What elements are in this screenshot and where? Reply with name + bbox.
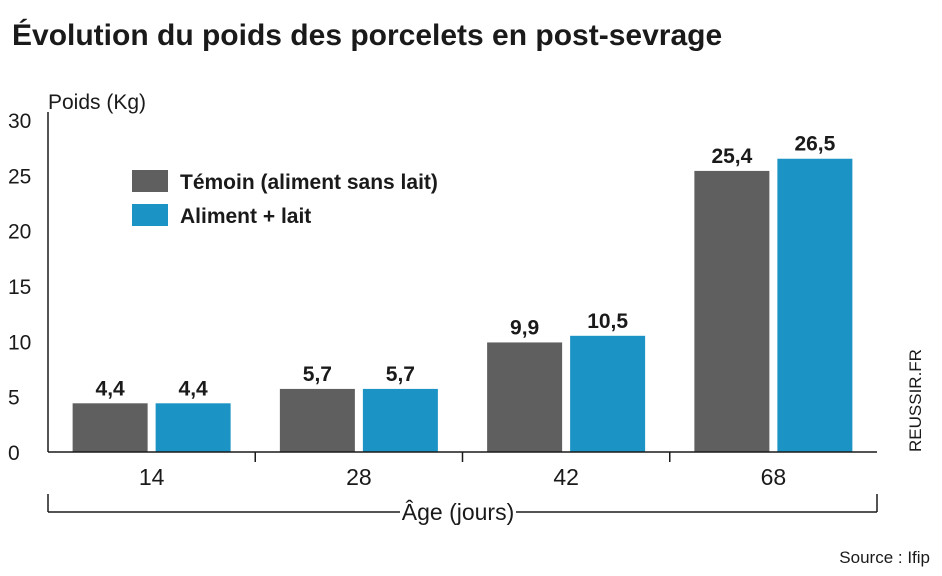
y-tick-label: 10 — [8, 331, 31, 354]
y-tick-label: 0 — [8, 442, 20, 465]
bar — [487, 342, 563, 452]
bar — [155, 403, 231, 452]
x-tick-label: 14 — [139, 464, 165, 490]
legend-swatch-aliment-lait — [132, 204, 168, 226]
legend-swatch-temoin — [132, 170, 168, 192]
bar — [694, 170, 770, 452]
bar-value-label: 9,9 — [510, 316, 539, 339]
y-tick-label: 15 — [8, 276, 31, 299]
x-tick-label: 28 — [346, 464, 372, 490]
bar — [362, 388, 438, 452]
credit-text: REUSSIR.FR — [906, 349, 925, 452]
bar — [279, 388, 355, 452]
y-tick-label: 25 — [8, 165, 31, 188]
bar-value-label: 26,5 — [794, 133, 835, 156]
bar-value-label: 4,4 — [179, 377, 209, 400]
bar-value-label: 5,7 — [386, 363, 415, 386]
bar — [570, 335, 646, 452]
y-axis-label: Poids (Kg) — [48, 91, 146, 114]
legend-label-temoin: Témoin (aliment sans lait) — [180, 171, 438, 194]
legend-label-aliment-lait: Aliment + lait — [180, 205, 311, 228]
bar-value-label: 25,4 — [711, 145, 752, 168]
bar-value-label: 5,7 — [303, 363, 332, 386]
bar — [777, 158, 853, 452]
x-tick-label: 42 — [553, 464, 579, 490]
y-tick-label: 20 — [8, 221, 31, 244]
bar-value-label: 10,5 — [587, 310, 628, 333]
chart-title: Évolution du poids des porcelets en post… — [12, 18, 722, 52]
bar-value-label: 4,4 — [96, 377, 126, 400]
x-axis-label: Âge (jours) — [402, 499, 514, 525]
source-text: Source : Ifip — [839, 548, 930, 567]
bar — [72, 403, 148, 452]
y-tick-label: 5 — [8, 387, 20, 410]
y-tick-label: 30 — [8, 110, 31, 133]
x-tick-label: 68 — [761, 464, 787, 490]
